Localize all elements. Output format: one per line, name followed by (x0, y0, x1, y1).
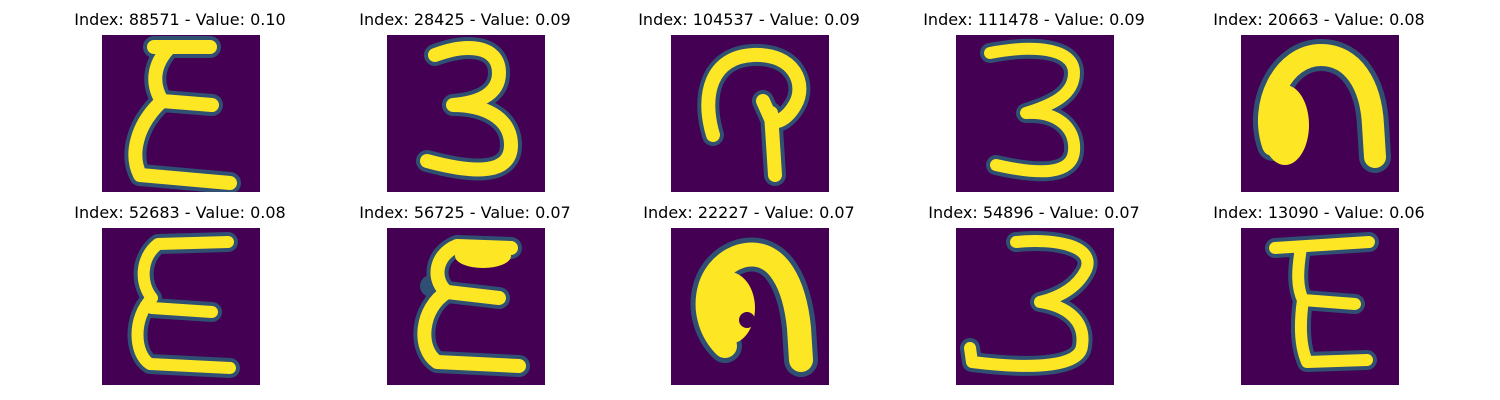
panel-10: Index: 13090 - Value: 0.06 (1169, 193, 1469, 385)
glyph-three (416, 37, 522, 181)
panel-title: Index: 88571 - Value: 0.10 (74, 10, 286, 29)
panel-9: Index: 54896 - Value: 0.07 (884, 193, 1184, 385)
panel-5: Index: 20663 - Value: 0.08 (1169, 0, 1469, 192)
panel-title: Index: 28425 - Value: 0.09 (359, 10, 571, 29)
panel-1: Index: 88571 - Value: 0.10 (30, 0, 330, 192)
panel-title: Index: 52683 - Value: 0.08 (74, 203, 286, 222)
panel-image (671, 228, 829, 385)
panel-image (956, 228, 1114, 385)
panel-title: Index: 22227 - Value: 0.07 (643, 203, 855, 222)
panel-2: Index: 28425 - Value: 0.09 (315, 0, 615, 192)
glyph-e-block (1265, 232, 1379, 372)
panel-image (1241, 35, 1399, 192)
panel-image (956, 35, 1114, 192)
panel-3: Index: 104537 - Value: 0.09 (599, 0, 899, 192)
panel-7: Index: 56725 - Value: 0.07 (315, 193, 615, 385)
panel-title: Index: 104537 - Value: 0.09 (638, 10, 860, 29)
panel-title: Index: 56725 - Value: 0.07 (359, 203, 571, 222)
panel-title: Index: 111478 - Value: 0.09 (923, 10, 1145, 29)
glyph-hook (697, 44, 811, 186)
panel-image (1241, 228, 1399, 385)
panel-title: Index: 54896 - Value: 0.07 (928, 203, 1140, 222)
glyph-epsilon (124, 36, 241, 192)
panel-image (102, 35, 260, 192)
panel-image (387, 228, 545, 385)
glyph-blob-n (1253, 39, 1391, 173)
glyph-blob-n-b (690, 237, 818, 377)
glyph-epsilon-b (127, 232, 240, 378)
panel-image (102, 228, 260, 385)
panel-title: Index: 20663 - Value: 0.08 (1213, 10, 1425, 29)
panel-4: Index: 111478 - Value: 0.09 (884, 0, 1184, 192)
panel-6: Index: 52683 - Value: 0.08 (30, 193, 330, 385)
panel-image (387, 35, 545, 192)
panel-image (671, 35, 829, 192)
panel-8: Index: 22227 - Value: 0.07 (599, 193, 899, 385)
glyph-epsilon-c (413, 235, 530, 377)
glyph-three-b (980, 38, 1085, 182)
glyph-three-c (960, 231, 1098, 376)
panel-title: Index: 13090 - Value: 0.06 (1213, 203, 1425, 222)
